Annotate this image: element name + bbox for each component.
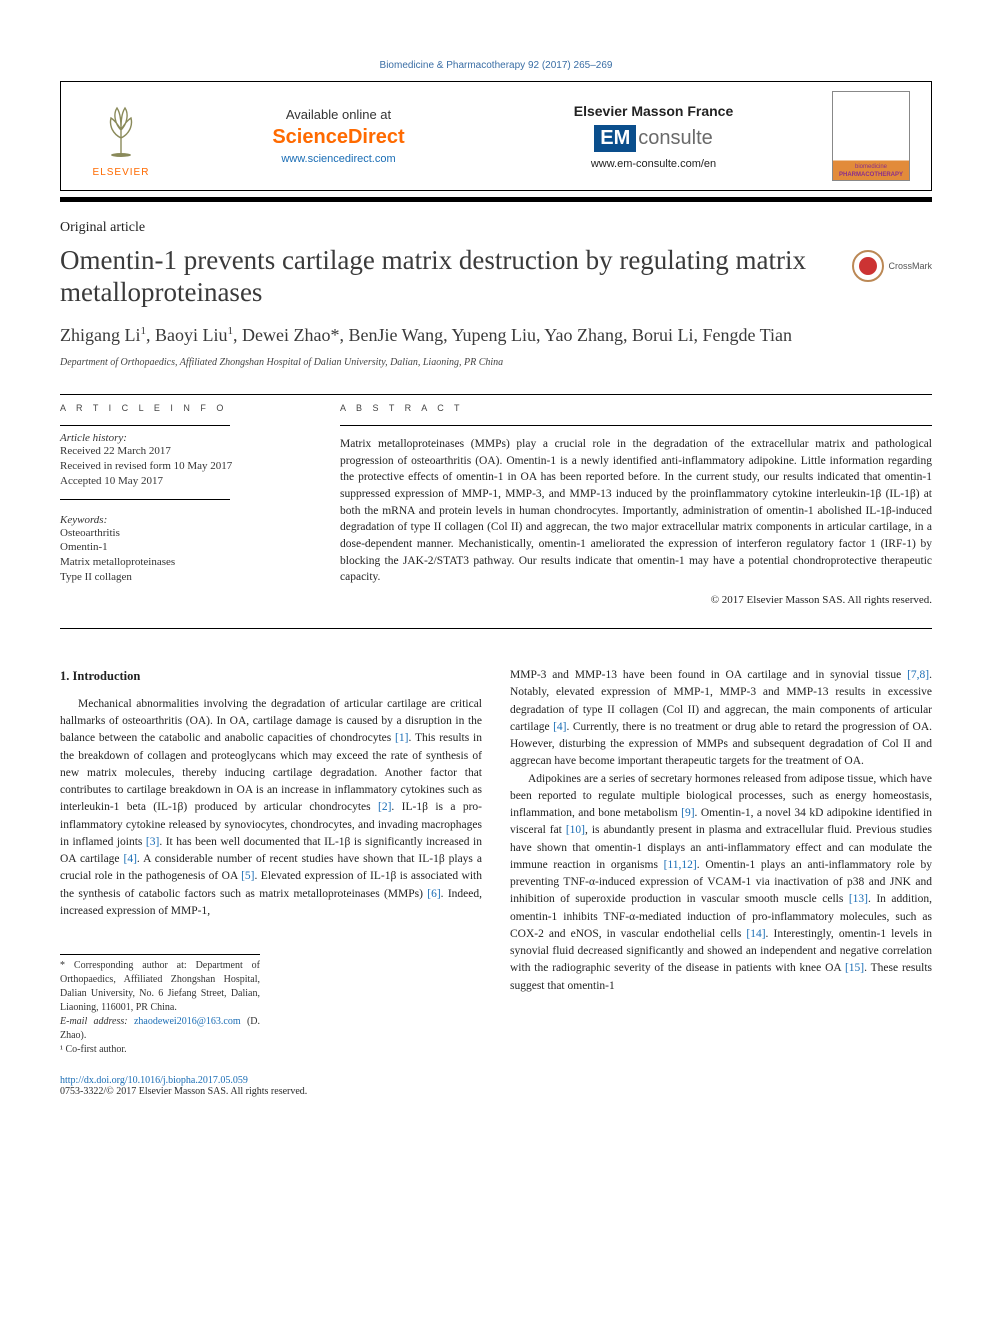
cover-title-2: PHARMACOTHERAPY — [833, 172, 909, 180]
elsevier-masson-label: Elsevier Masson France — [574, 103, 734, 119]
sciencedirect-cell: Available online at ScienceDirect www.sc… — [181, 82, 496, 190]
history-accepted: Accepted 10 May 2017 — [60, 474, 300, 489]
keyword-item: Omentin-1 — [60, 540, 300, 555]
keyword-item: Osteoarthritis — [60, 526, 300, 541]
crossmark-label: CrossMark — [888, 261, 932, 271]
journal-cover-cell: biomedicine PHARMACOTHERAPY — [811, 82, 931, 190]
ref-link[interactable]: [14] — [746, 928, 765, 940]
elsevier-tree-icon — [86, 95, 156, 165]
abstract-rule — [340, 425, 932, 426]
sciencedirect-link[interactable]: www.sciencedirect.com — [281, 153, 395, 165]
ref-link[interactable]: [15] — [845, 962, 864, 974]
body-col-left: 1. Introduction Mechanical abnormalities… — [60, 667, 482, 1057]
history-revised: Received in revised form 10 May 2017 — [60, 459, 300, 474]
intro-paragraph-2: MMP-3 and MMP-13 have been found in OA c… — [510, 667, 932, 771]
ref-link[interactable]: [13] — [849, 893, 868, 905]
available-online-label: Available online at — [286, 107, 391, 122]
intro-paragraph-1: Mechanical abnormalities involving the d… — [60, 696, 482, 920]
text-run: . Currently, there is no treatment or dr… — [510, 721, 932, 768]
title-row: Omentin-1 prevents cartilage matrix dest… — [60, 244, 932, 309]
meta-columns: A R T I C L E I N F O Article history: R… — [60, 403, 932, 606]
abstract-heading: A B S T R A C T — [340, 403, 932, 413]
ref-link[interactable]: [4] — [124, 853, 137, 865]
em-consulte-link[interactable]: www.em-consulte.com/en — [591, 158, 716, 170]
footnotes-block: * Corresponding author at: Department of… — [60, 954, 260, 1057]
ref-link[interactable]: [9] — [681, 807, 694, 819]
crossmark-widget[interactable]: CrossMark — [852, 250, 932, 282]
doi-link[interactable]: http://dx.doi.org/10.1016/j.biopha.2017.… — [60, 1075, 248, 1086]
meta-bottom-rule — [60, 628, 932, 629]
ref-link[interactable]: [2] — [378, 801, 391, 813]
history-received: Received 22 March 2017 — [60, 444, 300, 459]
ref-link[interactable]: [11,12] — [664, 859, 697, 871]
consulte-text: consulte — [638, 127, 713, 150]
author-list: Zhigang Li1, Baoyi Liu1, Dewei Zhao*, Be… — [60, 323, 932, 347]
abstract-block: A B S T R A C T Matrix metalloproteinase… — [340, 403, 932, 606]
email-label: E-mail address: — [60, 1016, 134, 1027]
article-title: Omentin-1 prevents cartilage matrix dest… — [60, 244, 838, 309]
abstract-copyright: © 2017 Elsevier Masson SAS. All rights r… — [340, 594, 932, 606]
intro-paragraph-3: Adipokines are a series of secretary hor… — [510, 771, 932, 995]
ref-link[interactable]: [7,8] — [907, 669, 929, 681]
article-type: Original article — [60, 220, 932, 236]
info-rule — [60, 425, 230, 426]
page: Biomedicine & Pharmacotherapy 92 (2017) … — [0, 0, 992, 1137]
corresponding-email-link[interactable]: zhaodewei2016@163.com — [134, 1016, 241, 1027]
doi-block: http://dx.doi.org/10.1016/j.biopha.2017.… — [60, 1075, 932, 1097]
keyword-item: Type II collagen — [60, 570, 300, 585]
journal-header: Biomedicine & Pharmacotherapy 92 (2017) … — [60, 60, 932, 71]
cover-title-1: biomedicine — [833, 164, 909, 172]
ref-link[interactable]: [5] — [241, 870, 254, 882]
elsevier-wordmark: ELSEVIER — [93, 167, 150, 178]
ref-link[interactable]: [1] — [395, 732, 408, 744]
em-box-icon: EM — [594, 125, 636, 152]
info-rule-2 — [60, 499, 230, 500]
publisher-banner: ELSEVIER Available online at ScienceDire… — [60, 81, 932, 191]
banner-underline — [60, 197, 932, 202]
meta-top-rule — [60, 394, 932, 395]
em-consulte-logo: EM consulte — [594, 125, 713, 152]
ref-link[interactable]: [4] — [553, 721, 566, 733]
crossmark-badge-icon — [852, 250, 884, 282]
ref-link[interactable]: [3] — [146, 836, 159, 848]
section-heading-intro: 1. Introduction — [60, 667, 482, 686]
history-label: Article history: — [60, 432, 300, 444]
ref-link[interactable]: [10] — [566, 824, 585, 836]
elsevier-cell: ELSEVIER — [61, 82, 181, 190]
article-info-block: A R T I C L E I N F O Article history: R… — [60, 403, 300, 606]
text-run: MMP-3 and MMP-13 have been found in OA c… — [510, 669, 907, 681]
body-columns: 1. Introduction Mechanical abnormalities… — [60, 667, 932, 1057]
journal-cover-thumb: biomedicine PHARMACOTHERAPY — [832, 91, 910, 181]
keyword-item: Matrix metalloproteinases — [60, 555, 300, 570]
corresponding-author-note: * Corresponding author at: Department of… — [60, 959, 260, 1015]
em-consulte-cell: Elsevier Masson France EM consulte www.e… — [496, 82, 811, 190]
issn-copyright: 0753-3322/© 2017 Elsevier Masson SAS. Al… — [60, 1086, 932, 1097]
abstract-text: Matrix metalloproteinases (MMPs) play a … — [340, 436, 932, 586]
keywords-label: Keywords: — [60, 514, 300, 526]
email-line: E-mail address: zhaodewei2016@163.com (D… — [60, 1015, 260, 1043]
cofirst-note: ¹ Co-first author. — [60, 1043, 260, 1057]
affiliation: Department of Orthopaedics, Affiliated Z… — [60, 357, 932, 368]
body-col-right: MMP-3 and MMP-13 have been found in OA c… — [510, 667, 932, 1057]
ref-link[interactable]: [6] — [427, 888, 440, 900]
article-info-heading: A R T I C L E I N F O — [60, 403, 300, 413]
sciencedirect-logo: ScienceDirect — [272, 126, 404, 149]
